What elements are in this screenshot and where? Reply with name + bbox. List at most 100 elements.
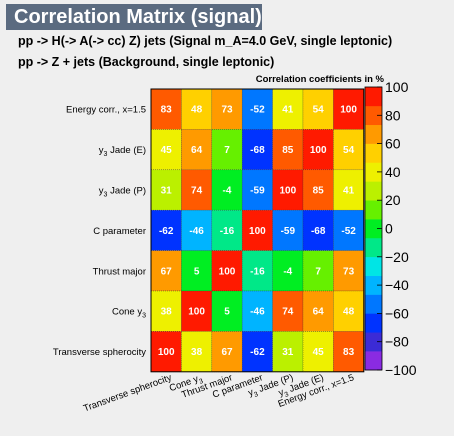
color-scale-band — [365, 313, 382, 333]
row-label: y3​ Jade (P) — [99, 186, 146, 199]
cell-value: 41 — [343, 186, 355, 197]
cell-value: -4 — [283, 266, 292, 277]
cell-value: 74 — [191, 186, 203, 197]
color-scale-band — [365, 294, 382, 314]
color-scale-band — [365, 87, 382, 107]
row-label: Thrust major — [93, 266, 146, 277]
heatmap-cell — [150, 169, 182, 211]
heatmap-cell — [150, 290, 182, 332]
cell-value: 74 — [282, 307, 294, 318]
cell-value: 73 — [221, 105, 233, 116]
color-scale-band — [365, 275, 382, 295]
color-scale-label: 40 — [385, 164, 401, 180]
heatmap-cell — [211, 209, 243, 251]
cell-value: 41 — [282, 105, 294, 116]
background-description: pp -> Z + jets (Background, single lepto… — [18, 55, 275, 69]
cell-value: 85 — [313, 186, 325, 197]
heatmap-cell — [333, 129, 364, 170]
heatmap-cell — [272, 331, 304, 372]
color-scale-label: −100 — [385, 362, 417, 378]
cell-value: 31 — [161, 186, 173, 197]
cell-value: 31 — [282, 347, 294, 358]
heatmap-cell — [241, 250, 273, 292]
cell-value: 100 — [249, 226, 266, 237]
color-scale-label: 60 — [385, 136, 401, 152]
heatmap-cell — [211, 290, 243, 332]
cell-value: -59 — [281, 226, 296, 237]
heatmap-cell — [181, 129, 212, 170]
heatmap-cells: 83 48 73 -52 41 54 100 45 64 7 -68 85 100 54 31 74 -4 -59… — [150, 88, 365, 373]
cell-value: -68 — [250, 145, 265, 156]
cell-value: 7 — [224, 145, 230, 156]
color-scale-band — [365, 105, 382, 126]
heatmap-cell — [333, 250, 364, 292]
cell-value: 64 — [313, 307, 325, 318]
heatmap-cell — [181, 331, 212, 372]
heatmap-cell — [211, 169, 243, 211]
cell-value: -16 — [250, 266, 265, 277]
color-scale-band — [365, 332, 382, 352]
cell-value: 100 — [340, 105, 357, 116]
heatmap-cell — [211, 88, 243, 130]
heatmap-cell — [333, 169, 364, 211]
color-scale-band — [365, 124, 382, 144]
heatmap-cell — [181, 290, 212, 332]
cell-value: -4 — [223, 186, 232, 197]
heatmap-cell — [302, 290, 334, 332]
column-label: Transverse spherocity — [82, 372, 173, 414]
color-scale-band — [365, 181, 382, 201]
cell-value: 100 — [158, 347, 175, 358]
cell-value: -16 — [220, 226, 235, 237]
color-scale-label: −40 — [385, 277, 409, 293]
cell-value: 38 — [191, 347, 203, 358]
color-scale-band — [365, 200, 382, 220]
color-scale-band — [365, 237, 382, 258]
color-scale-label: 100 — [385, 79, 409, 95]
color-scale-label: −80 — [385, 334, 409, 350]
color-scale-label: 20 — [385, 192, 401, 208]
cell-value: 48 — [191, 105, 203, 116]
row-label: y3​ Jade (E) — [99, 145, 146, 158]
heatmap-cell — [241, 169, 273, 211]
cell-value: 38 — [161, 307, 173, 318]
row-label: C parameter — [93, 226, 146, 237]
cell-value: -46 — [250, 307, 265, 318]
heatmap-cell — [302, 88, 334, 130]
color-scale-band — [365, 351, 382, 371]
color-scale-label: −60 — [385, 305, 409, 321]
heatmap-cell — [211, 331, 243, 372]
heatmap-cell — [333, 88, 364, 130]
heatmap-cell — [272, 250, 304, 292]
color-scale-band — [365, 143, 382, 163]
row-label: Transverse spherocity — [53, 347, 146, 358]
page-title: Correlation Matrix (signal) — [6, 4, 262, 30]
cell-value: 5 — [224, 307, 230, 318]
cell-value: -62 — [250, 347, 265, 358]
heatmap-cell — [181, 169, 212, 211]
heatmap-cell — [333, 209, 364, 251]
cell-value: -59 — [250, 186, 265, 197]
color-scale-band — [365, 256, 382, 276]
row-label: Cone y3​ — [112, 307, 146, 320]
heatmap-cell — [302, 250, 334, 292]
cell-value: 45 — [161, 145, 173, 156]
heatmap-cell — [302, 129, 334, 170]
row-label: Energy corr., x=1.5 — [66, 105, 146, 116]
cell-value: 83 — [161, 105, 173, 116]
cell-value: -52 — [250, 105, 265, 116]
cell-value: 83 — [343, 347, 355, 358]
heatmap-cell — [181, 88, 212, 130]
cell-value: -68 — [311, 226, 326, 237]
signal-description: pp -> H(-> A(-> cc) Z) jets (Signal m_A=… — [18, 34, 393, 48]
cell-value: 45 — [313, 347, 325, 358]
cell-value: 64 — [191, 145, 203, 156]
cell-value: 100 — [188, 307, 205, 318]
cell-value: -62 — [159, 226, 174, 237]
cell-value: 73 — [343, 266, 355, 277]
cell-value: 85 — [282, 145, 294, 156]
color-scale-band — [365, 219, 382, 239]
cell-value: 67 — [161, 266, 173, 277]
cell-value: 7 — [315, 266, 321, 277]
